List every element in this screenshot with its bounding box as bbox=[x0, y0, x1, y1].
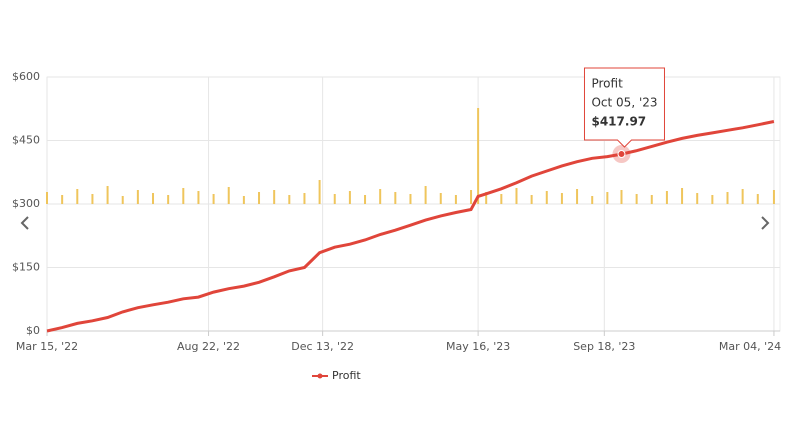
bar bbox=[106, 186, 109, 204]
next-arrow[interactable] bbox=[761, 216, 770, 230]
bar bbox=[477, 108, 480, 204]
hover-point bbox=[617, 150, 626, 159]
prev-arrow[interactable] bbox=[20, 216, 29, 230]
bar bbox=[591, 196, 594, 204]
bar bbox=[635, 194, 638, 204]
bar bbox=[424, 186, 427, 204]
legend-dot bbox=[317, 373, 323, 379]
line bbox=[46, 120, 775, 333]
bar bbox=[152, 193, 155, 204]
bar bbox=[681, 188, 684, 204]
x-tick-label: Dec 13, '22 bbox=[291, 340, 354, 353]
bar bbox=[726, 192, 729, 204]
bar bbox=[182, 188, 185, 204]
tooltip-value: $417.97 bbox=[591, 115, 646, 129]
bar bbox=[197, 191, 200, 204]
tooltip-date: Oct 05, '23 bbox=[591, 96, 657, 110]
bar bbox=[665, 191, 668, 204]
tooltip-series: Profit bbox=[591, 77, 623, 91]
bar bbox=[756, 194, 759, 204]
bar bbox=[576, 189, 579, 204]
bar bbox=[348, 191, 351, 204]
y-tick-label: $450 bbox=[12, 134, 40, 147]
bar bbox=[454, 195, 457, 204]
bar bbox=[545, 191, 548, 204]
x-tick-label: Aug 22, '22 bbox=[177, 340, 240, 353]
bar bbox=[242, 196, 245, 204]
bar bbox=[136, 190, 139, 204]
bar bbox=[696, 193, 699, 204]
bar bbox=[76, 189, 79, 204]
bar bbox=[470, 190, 473, 204]
y-tick-label: $600 bbox=[12, 70, 40, 83]
bar bbox=[379, 189, 382, 204]
x-tick-label: Mar 04, '24 bbox=[719, 340, 781, 353]
y-tick-label: $150 bbox=[12, 261, 40, 274]
bar bbox=[258, 192, 261, 204]
bar bbox=[394, 192, 397, 204]
bar bbox=[620, 190, 623, 204]
bar bbox=[212, 194, 215, 204]
bar bbox=[515, 188, 518, 204]
legend-label: Profit bbox=[332, 369, 361, 382]
x-tick-label: Sep 18, '23 bbox=[573, 340, 635, 353]
y-tick-label: $0 bbox=[26, 324, 40, 337]
bar bbox=[91, 194, 94, 204]
x-tick-label: Mar 15, '22 bbox=[16, 340, 78, 353]
bar bbox=[409, 194, 412, 204]
bar bbox=[61, 195, 64, 204]
bar bbox=[273, 190, 276, 204]
bar bbox=[318, 180, 321, 204]
bar bbox=[333, 194, 336, 204]
y-tick-label: $300 bbox=[12, 197, 40, 210]
bar bbox=[288, 195, 291, 204]
bar bbox=[46, 192, 48, 204]
bar bbox=[167, 195, 170, 204]
bar bbox=[711, 195, 714, 204]
bar bbox=[303, 193, 306, 204]
bar bbox=[530, 195, 533, 204]
bar bbox=[227, 187, 230, 204]
bar bbox=[121, 196, 124, 204]
x-tick-label: May 16, '23 bbox=[446, 340, 510, 353]
bar bbox=[485, 192, 488, 204]
bar bbox=[560, 193, 563, 204]
bar bbox=[650, 195, 653, 204]
bar bbox=[606, 192, 609, 204]
tooltip-box bbox=[583, 67, 665, 148]
bar bbox=[364, 195, 367, 204]
bar bbox=[500, 194, 503, 204]
bar bbox=[772, 190, 775, 204]
bar bbox=[741, 189, 744, 204]
bar bbox=[439, 193, 442, 204]
